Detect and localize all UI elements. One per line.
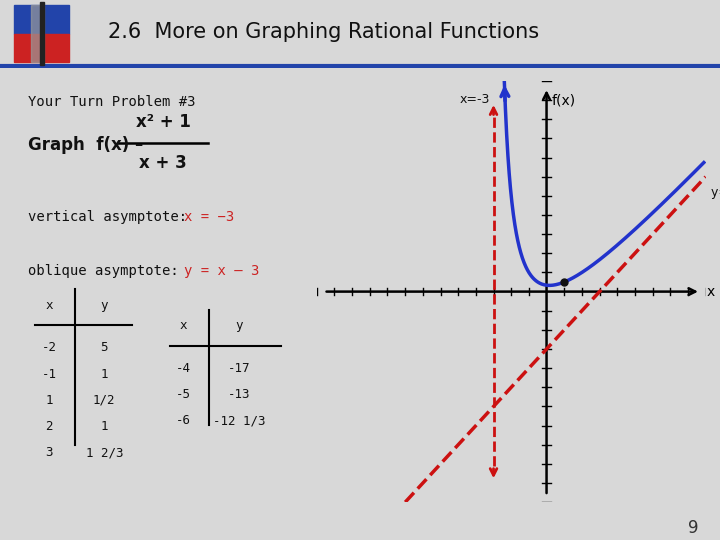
Text: -2: -2 xyxy=(42,341,56,354)
Text: -4: -4 xyxy=(176,362,192,375)
Text: x + 3: x + 3 xyxy=(139,154,187,172)
Text: -6: -6 xyxy=(176,414,192,427)
Text: x² + 1: x² + 1 xyxy=(135,113,191,132)
Text: oblique asymptote:: oblique asymptote: xyxy=(28,264,179,278)
Bar xyxy=(30,5,44,62)
Bar xyxy=(40,2,44,65)
Text: 1/2: 1/2 xyxy=(93,394,115,407)
Text: -5: -5 xyxy=(176,388,192,401)
Text: 1: 1 xyxy=(45,394,53,407)
Text: y = x – 3: y = x – 3 xyxy=(184,264,259,278)
Text: 1: 1 xyxy=(101,368,108,381)
Text: Your Turn Problem #3: Your Turn Problem #3 xyxy=(28,96,196,110)
Text: y=x −3: y=x −3 xyxy=(711,186,720,199)
Text: x: x xyxy=(706,285,714,299)
Text: x = −3: x = −3 xyxy=(184,210,234,224)
Text: 2: 2 xyxy=(45,420,53,433)
Text: x: x xyxy=(180,319,187,332)
Text: y: y xyxy=(101,299,108,312)
Bar xyxy=(14,33,69,62)
Bar xyxy=(14,5,69,33)
Text: -17: -17 xyxy=(228,362,251,375)
Text: x=-3: x=-3 xyxy=(459,93,490,106)
Text: 9: 9 xyxy=(688,519,698,537)
Text: 5: 5 xyxy=(101,341,108,354)
Text: vertical asymptote:: vertical asymptote: xyxy=(28,210,187,224)
Text: -1: -1 xyxy=(42,368,56,381)
Text: x: x xyxy=(45,299,53,312)
Text: 2.6  More on Graphing Rational Functions: 2.6 More on Graphing Rational Functions xyxy=(108,22,539,43)
Text: 1 2/3: 1 2/3 xyxy=(86,446,123,459)
Text: -12 1/3: -12 1/3 xyxy=(213,414,265,427)
Text: 3: 3 xyxy=(45,446,53,459)
Text: -13: -13 xyxy=(228,388,251,401)
Text: f(x): f(x) xyxy=(552,93,576,107)
Text: y: y xyxy=(235,319,243,332)
Text: Graph  f(x) –: Graph f(x) – xyxy=(28,136,143,154)
Text: 1: 1 xyxy=(101,420,108,433)
